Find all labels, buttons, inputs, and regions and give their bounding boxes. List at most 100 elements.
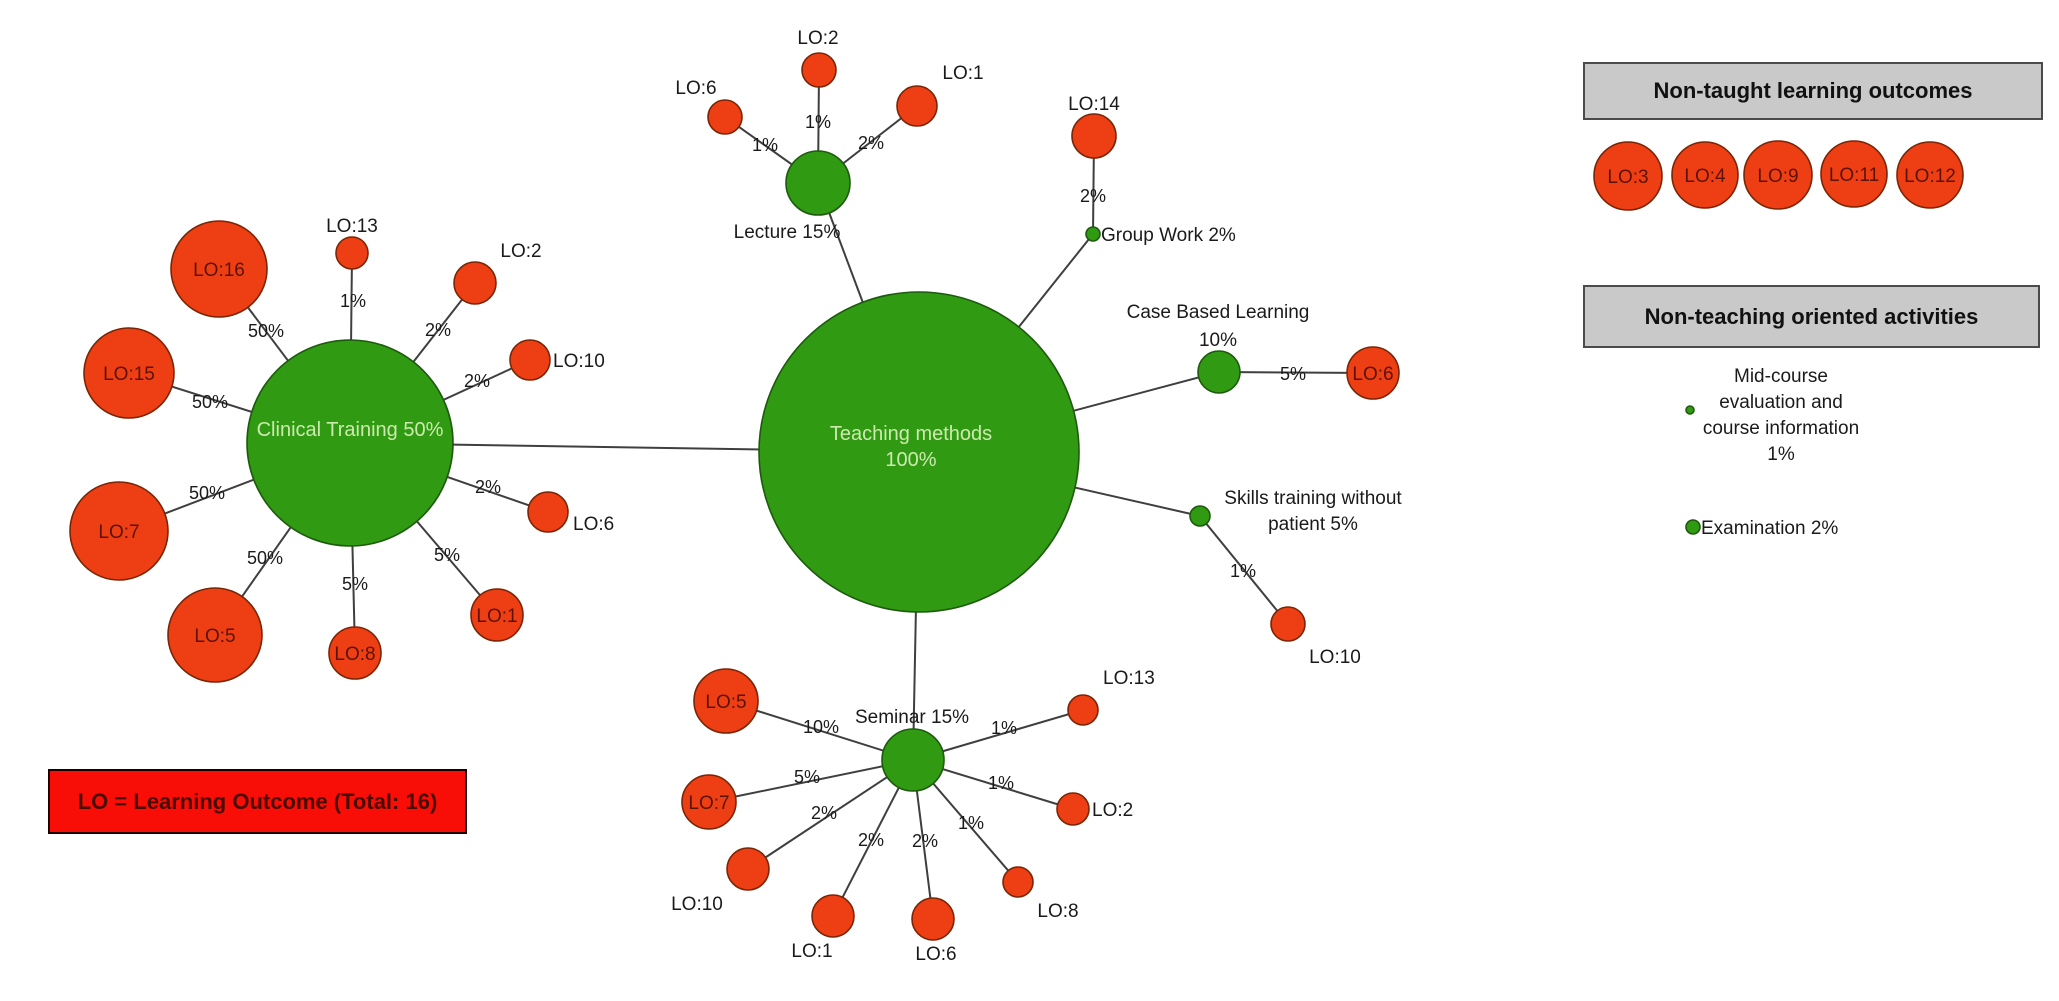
label-lo14-group: LO:14 bbox=[1068, 94, 1120, 115]
node-midcourse-evaluation bbox=[1685, 405, 1695, 415]
node-lo7-seminar bbox=[681, 774, 737, 830]
label-case-based-learning: Case Based Learning bbox=[1127, 302, 1310, 323]
label-teaching-methods: 100% bbox=[885, 449, 936, 471]
node-lo2-lecture bbox=[801, 52, 837, 88]
label-lo11-legend: LO:11 bbox=[1829, 165, 1879, 186]
label-midcourse-evaluation: evaluation and bbox=[1719, 392, 1843, 413]
edge-label-seminar-to-lo8-seminar: 1% bbox=[958, 813, 984, 833]
label-clinical-training: Clinical Training 50% bbox=[257, 419, 444, 441]
edge-label-seminar-to-lo13-seminar: 1% bbox=[991, 718, 1017, 738]
edge-label-clinical-training-to-lo1-clinical: 5% bbox=[434, 545, 460, 565]
node-lo10-clinical bbox=[509, 339, 551, 381]
label-case-based-learning: 10% bbox=[1199, 330, 1237, 351]
label-group-work: Group Work 2% bbox=[1101, 225, 1236, 246]
node-lo6-lecture bbox=[707, 99, 743, 135]
label-lo8-clinical: LO:8 bbox=[334, 644, 375, 665]
label-lo16-clinical: LO:16 bbox=[193, 260, 245, 281]
label-lo6-lecture: LO:6 bbox=[675, 78, 716, 99]
label-skills-training: Skills training without bbox=[1224, 488, 1402, 509]
edge-label-seminar-to-lo6-seminar: 2% bbox=[912, 831, 938, 851]
label-lo10-seminar: LO:10 bbox=[671, 894, 723, 915]
edge-label-lecture-to-lo1-lecture: 2% bbox=[858, 133, 884, 153]
label-lo4-legend: LO:4 bbox=[1684, 166, 1726, 187]
label-midcourse-evaluation: 1% bbox=[1767, 444, 1795, 465]
label-lo6-seminar: LO:6 bbox=[915, 944, 956, 965]
label-lo6-clinical: LO:6 bbox=[573, 514, 614, 535]
legend-header-non-taught-outcomes: Non-taught learning outcomes bbox=[1583, 62, 2043, 120]
label-lo2-clinical: LO:2 bbox=[500, 241, 541, 262]
edge-label-seminar-to-lo1-seminar: 2% bbox=[858, 830, 884, 850]
node-lo5-clinical bbox=[167, 587, 263, 683]
node-lo4-legend bbox=[1671, 141, 1739, 209]
node-teaching-methods bbox=[758, 291, 1080, 613]
edge-label-clinical-training-to-lo13-clinical: 1% bbox=[340, 291, 366, 311]
edge-label-seminar-to-lo2-seminar: 1% bbox=[988, 773, 1014, 793]
label-lo13-clinical: LO:13 bbox=[326, 216, 378, 237]
node-clinical-training bbox=[246, 339, 454, 547]
node-lo10-skills bbox=[1270, 606, 1306, 642]
edge-label-case-based-learning-to-lo6-cbl: 5% bbox=[1280, 364, 1306, 384]
node-lo6-clinical bbox=[527, 491, 569, 533]
label-lo15-clinical: LO:15 bbox=[103, 364, 155, 385]
node-lo14-group bbox=[1071, 113, 1117, 159]
edge-label-clinical-training-to-lo8-clinical: 5% bbox=[342, 574, 368, 594]
node-lo5-seminar bbox=[693, 668, 759, 734]
edge-label-clinical-training-to-lo7-clinical: 50% bbox=[189, 483, 225, 503]
label-lo1-seminar: LO:1 bbox=[791, 941, 832, 962]
node-lo6-seminar bbox=[911, 897, 955, 941]
edge-label-clinical-training-to-lo6-clinical: 2% bbox=[475, 477, 501, 497]
label-lo3-legend: LO:3 bbox=[1607, 167, 1648, 188]
node-lo13-seminar bbox=[1067, 694, 1099, 726]
edge-label-seminar-to-lo10-seminar: 2% bbox=[811, 803, 837, 823]
node-lo2-clinical bbox=[453, 261, 497, 305]
edge-label-clinical-training-to-lo16-clinical: 50% bbox=[248, 321, 284, 341]
node-lo13-clinical bbox=[335, 236, 369, 270]
node-lo1-clinical bbox=[470, 588, 524, 642]
edge-label-clinical-training-to-lo5-clinical: 50% bbox=[247, 548, 283, 568]
label-seminar: Seminar 15% bbox=[855, 707, 969, 728]
label-lo6-cbl: LO:6 bbox=[1352, 364, 1393, 385]
edge-label-group-work-to-lo14-group: 2% bbox=[1080, 186, 1106, 206]
edge-label-seminar-to-lo5-seminar: 10% bbox=[803, 717, 839, 737]
node-lecture bbox=[785, 150, 851, 216]
edge-label-clinical-training-to-lo2-clinical: 2% bbox=[425, 320, 451, 340]
edge-label-layer: 50%1%2%50%2%50% 2%50%5%5%1%1%2%2%5%1%10%5… bbox=[189, 112, 1306, 851]
label-lo5-seminar: LO:5 bbox=[705, 692, 746, 713]
node-lo2-seminar bbox=[1056, 792, 1090, 826]
node-label-layer: Teaching methods 100% Clinical Training 50… bbox=[98, 28, 1955, 965]
label-midcourse-evaluation: course information bbox=[1703, 418, 1859, 439]
node-lo8-seminar bbox=[1002, 866, 1034, 898]
node-lo1-lecture bbox=[896, 85, 938, 127]
label-lo7-clinical: LO:7 bbox=[98, 522, 139, 543]
label-lo8-seminar: LO:8 bbox=[1037, 901, 1078, 922]
node-lo8-clinical bbox=[328, 626, 382, 680]
node-lo7-clinical bbox=[69, 481, 169, 581]
label-lo5-clinical: LO:5 bbox=[194, 626, 235, 647]
label-lo12-legend: LO:12 bbox=[1904, 166, 1956, 187]
label-lo7-seminar: LO:7 bbox=[688, 793, 729, 814]
node-lo6-cbl bbox=[1346, 346, 1400, 400]
node-lo3-legend bbox=[1593, 141, 1663, 211]
edge-label-lecture-to-lo6-lecture: 1% bbox=[752, 135, 778, 155]
node-lo12-legend bbox=[1896, 141, 1964, 209]
edge-label-seminar-to-lo7-seminar: 5% bbox=[794, 767, 820, 787]
label-lo10-skills: LO:10 bbox=[1309, 647, 1361, 668]
node-group-work bbox=[1085, 226, 1101, 242]
label-lo1-lecture: LO:1 bbox=[942, 63, 983, 84]
legend-header-non-teaching-activities: Non-teaching oriented activities bbox=[1583, 285, 2040, 348]
node-lo1-seminar bbox=[811, 894, 855, 938]
edge-label-clinical-training-to-lo10-clinical: 2% bbox=[464, 371, 490, 391]
lo-definition-box: LO = Learning Outcome (Total: 16) bbox=[48, 769, 467, 834]
edge-label-clinical-training-to-lo15-clinical: 50% bbox=[192, 392, 228, 412]
label-examination: Examination 2% bbox=[1701, 518, 1838, 539]
label-midcourse-evaluation: Mid-course bbox=[1734, 366, 1828, 387]
label-teaching-methods: Teaching methods bbox=[830, 423, 992, 445]
edge-label-lecture-to-lo2-lecture: 1% bbox=[805, 112, 831, 132]
node-lo9-legend bbox=[1743, 140, 1813, 210]
label-lo2-seminar: LO:2 bbox=[1092, 800, 1133, 821]
node-lo15-clinical bbox=[83, 327, 175, 419]
node-case-based-learning bbox=[1197, 350, 1241, 394]
label-lecture: Lecture 15% bbox=[734, 222, 841, 243]
